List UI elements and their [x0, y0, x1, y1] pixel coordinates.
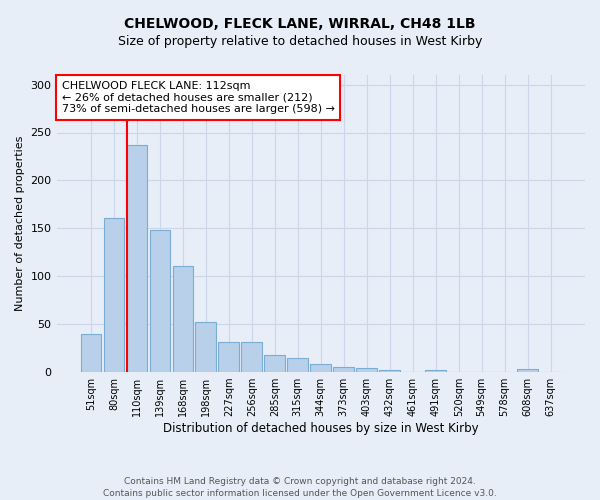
Bar — [104, 218, 124, 372]
Text: CHELWOOD, FLECK LANE, WIRRAL, CH48 1LB: CHELWOOD, FLECK LANE, WIRRAL, CH48 1LB — [124, 18, 476, 32]
Text: CHELWOOD FLECK LANE: 112sqm
← 26% of detached houses are smaller (212)
73% of se: CHELWOOD FLECK LANE: 112sqm ← 26% of det… — [62, 81, 335, 114]
Bar — [287, 358, 308, 372]
Bar — [149, 230, 170, 372]
Text: Contains HM Land Registry data © Crown copyright and database right 2024.: Contains HM Land Registry data © Crown c… — [124, 478, 476, 486]
Bar — [425, 370, 446, 372]
Bar — [173, 266, 193, 372]
Bar — [334, 368, 354, 372]
Bar — [127, 145, 147, 372]
Bar — [265, 355, 285, 372]
Bar — [80, 334, 101, 372]
Bar — [218, 342, 239, 372]
Bar — [517, 369, 538, 372]
Text: Contains public sector information licensed under the Open Government Licence v3: Contains public sector information licen… — [103, 489, 497, 498]
Bar — [241, 342, 262, 372]
Text: Size of property relative to detached houses in West Kirby: Size of property relative to detached ho… — [118, 35, 482, 48]
Bar — [196, 322, 216, 372]
Bar — [310, 364, 331, 372]
Bar — [356, 368, 377, 372]
Y-axis label: Number of detached properties: Number of detached properties — [15, 136, 25, 311]
Bar — [379, 370, 400, 372]
X-axis label: Distribution of detached houses by size in West Kirby: Distribution of detached houses by size … — [163, 422, 479, 435]
